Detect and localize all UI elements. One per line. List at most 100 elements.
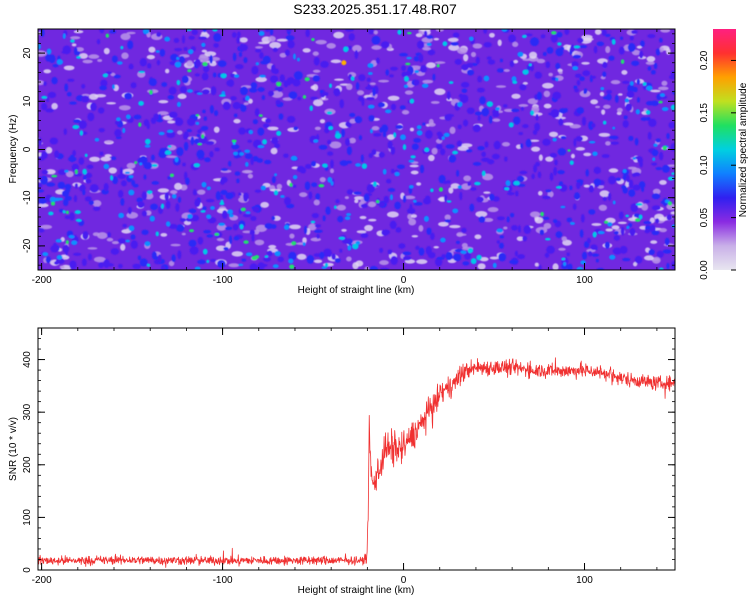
spectrogram-blob	[264, 223, 274, 229]
spectrogram-blob	[277, 86, 283, 93]
spectrogram-blob	[629, 35, 634, 41]
spectrogram-blob	[413, 137, 421, 143]
spectrogram-blob	[481, 151, 486, 158]
spectrogram-blob	[590, 75, 596, 79]
spectrogram-trough	[461, 242, 468, 249]
spectrogram-blob	[244, 153, 253, 160]
spectrogram-peak	[166, 129, 174, 133]
spectrogram-trough	[522, 58, 532, 61]
spectrogram-blob	[540, 34, 546, 39]
spectrogram-trough	[79, 52, 88, 59]
spectrogram-blob	[426, 35, 434, 39]
spectrogram-blob	[217, 60, 227, 68]
spectrogram-blob	[197, 129, 202, 134]
spectrogram-blob	[268, 90, 275, 97]
spectrogram-peak	[522, 34, 527, 39]
spectrogram-blob	[577, 37, 584, 44]
spectrogram-blob	[555, 231, 563, 238]
spectrogram-blob	[112, 176, 118, 185]
spectrogram-trough	[418, 224, 424, 232]
spectrogram-peak	[326, 111, 333, 115]
spectrogram-trough	[444, 214, 451, 220]
spectrogram-blob	[638, 181, 646, 189]
spectrogram-blob	[130, 234, 136, 240]
spectrogram-blob	[571, 61, 579, 68]
spectrogram-trough	[169, 190, 178, 195]
spectrogram-blob	[445, 251, 453, 261]
spectrogram-blob	[607, 192, 612, 201]
spectrogram-blob	[243, 57, 248, 64]
spectrogram-trough	[310, 237, 322, 242]
spectrogram-trough	[492, 118, 501, 122]
snr-y-tick-label: 100	[22, 509, 33, 526]
spectrogram-blob	[606, 89, 613, 94]
spectrogram-trough	[313, 199, 320, 206]
spectrogram-trough	[409, 164, 419, 168]
spectrogram-trough	[121, 52, 129, 60]
spectrogram-blob	[595, 258, 599, 263]
spectrogram-blob	[621, 185, 627, 190]
spectrogram-peak	[292, 175, 298, 180]
spectrogram-trough	[148, 46, 156, 53]
spectrogram-blob	[355, 82, 360, 90]
spectrogram-blob	[99, 29, 105, 34]
spectrogram-blob	[436, 143, 443, 150]
spectrogram-high-peak	[189, 229, 194, 233]
spectrogram-blob	[54, 150, 60, 159]
spectrogram-trough	[416, 182, 422, 186]
spectrogram-blob	[569, 185, 573, 191]
spectrogram-blob	[383, 195, 390, 204]
spectrogram-blob	[625, 103, 633, 112]
spectrogram-blob	[191, 214, 200, 222]
spectrogram-trough	[636, 45, 643, 49]
spectrogram-blob	[88, 200, 94, 205]
spectrogram-peak	[79, 130, 83, 136]
spectrogram-blob	[387, 249, 393, 255]
spectrogram-trough	[495, 85, 507, 88]
spectrogram-peak	[196, 92, 203, 95]
spectrogram-blob	[519, 84, 527, 91]
spectrogram-trough	[106, 237, 114, 242]
spectrogram-blob	[153, 113, 160, 120]
spectrogram-blob	[520, 106, 524, 111]
spectrogram-trough	[431, 147, 438, 155]
spectrogram-blob	[664, 237, 670, 246]
spectrogram-trough	[474, 234, 482, 240]
spectrogram-peak	[607, 221, 613, 227]
spectrogram-blob	[168, 111, 178, 119]
spectrogram-peak	[158, 131, 165, 136]
spectrogram-blob	[40, 29, 45, 37]
spectrogram-high-peak	[240, 207, 246, 212]
spectrogram-blob	[566, 252, 570, 257]
spectrogram-high-peak	[187, 69, 192, 73]
spectrogram-peak	[350, 76, 355, 82]
spectrogram-blob	[171, 254, 176, 263]
spectrogram-peak	[274, 173, 278, 177]
spectrogram-peak	[321, 266, 327, 269]
spectrogram-blob	[98, 262, 104, 269]
spectrogram-blob	[52, 64, 59, 68]
spectrogram-blob	[358, 135, 363, 141]
spectrogram-trough	[483, 217, 494, 222]
spectrogram-trough	[239, 37, 248, 43]
spectrogram-blob	[386, 178, 392, 184]
spectrogram-blob	[644, 229, 650, 234]
spectrogram-peak	[149, 215, 155, 222]
spectrogram-blob	[263, 256, 271, 262]
spectrogram-trough	[407, 213, 413, 220]
spectrogram-trough	[356, 230, 367, 234]
spectrogram-blob	[137, 255, 142, 261]
spectrogram-blob	[378, 151, 385, 158]
spectrogram-peak	[259, 74, 266, 78]
spectrogram-trough	[660, 29, 671, 33]
spectrogram-trough	[279, 52, 287, 58]
spectrogram-peak	[448, 81, 454, 84]
spectrogram-blob	[513, 116, 521, 125]
spectrogram-trough	[314, 126, 321, 131]
spectrogram-blob	[574, 192, 581, 200]
spectrogram-blob	[225, 192, 234, 200]
spectrogram-blob	[143, 174, 147, 180]
spectrogram-trough	[529, 51, 538, 59]
spectrogram-peak	[146, 263, 151, 267]
spectrogram-blob	[254, 108, 260, 117]
